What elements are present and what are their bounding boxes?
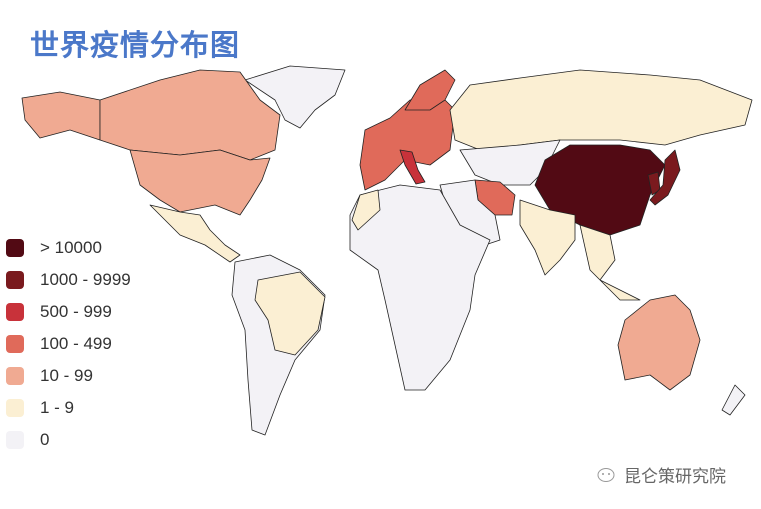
- region-alaska[interactable]: [21, 91, 101, 141]
- legend-label: 100 - 499: [40, 334, 112, 353]
- legend-swatch: [6, 431, 24, 449]
- legend-item[interactable]: > 10000: [6, 232, 131, 264]
- legend-label: 1000 - 9999: [40, 270, 131, 289]
- region-usa[interactable]: [129, 149, 271, 216]
- region-japan[interactable]: [649, 149, 681, 206]
- page-title: 世界疫情分布图: [30, 28, 241, 62]
- region-morocco[interactable]: [351, 189, 381, 231]
- watermark: 昆仑策研究院: [596, 462, 726, 487]
- legend-swatch: [6, 271, 24, 289]
- region-scandinavia[interactable]: [404, 69, 456, 111]
- legend-item[interactable]: 500 - 999: [6, 296, 131, 328]
- region-new-zealand[interactable]: [721, 384, 746, 416]
- legend-swatch: [6, 303, 24, 321]
- legend-item[interactable]: 0: [6, 424, 131, 456]
- legend-label: 10 - 99: [40, 366, 93, 385]
- legend-item[interactable]: 1000 - 9999: [6, 264, 131, 296]
- region-greenland[interactable]: [244, 65, 346, 129]
- legend-label: 0: [40, 430, 50, 449]
- region-mexico[interactable]: [149, 204, 241, 263]
- region-africa[interactable]: [349, 184, 491, 391]
- legend-label: 1 - 9: [40, 398, 75, 417]
- watermark-text: 昆仑策研究院: [624, 467, 726, 487]
- region-central-asia[interactable]: [459, 139, 561, 186]
- legend-label: > 10000: [40, 238, 102, 257]
- legend-swatch: [6, 367, 24, 385]
- legend-swatch: [6, 399, 24, 417]
- region-brazil[interactable]: [254, 271, 326, 356]
- legend-item[interactable]: 1 - 9: [6, 392, 131, 424]
- legend-label: 500 - 999: [40, 302, 112, 321]
- region-china[interactable]: [534, 144, 666, 236]
- region-india[interactable]: [519, 199, 576, 276]
- wechat-icon: [597, 467, 615, 482]
- region-russia[interactable]: [449, 69, 753, 151]
- legend-swatch: [6, 239, 24, 257]
- region-australia[interactable]: [617, 294, 701, 391]
- region-southeast-asia[interactable]: [579, 224, 641, 301]
- legend: > 10000 1000 - 9999 500 - 999 100 - 499 10 -…: [6, 232, 131, 456]
- region-italy[interactable]: [399, 149, 426, 185]
- legend-item[interactable]: 100 - 499: [6, 328, 131, 360]
- legend-swatch: [6, 335, 24, 353]
- legend-item[interactable]: 10 - 99: [6, 360, 131, 392]
- region-europe[interactable]: [359, 94, 456, 191]
